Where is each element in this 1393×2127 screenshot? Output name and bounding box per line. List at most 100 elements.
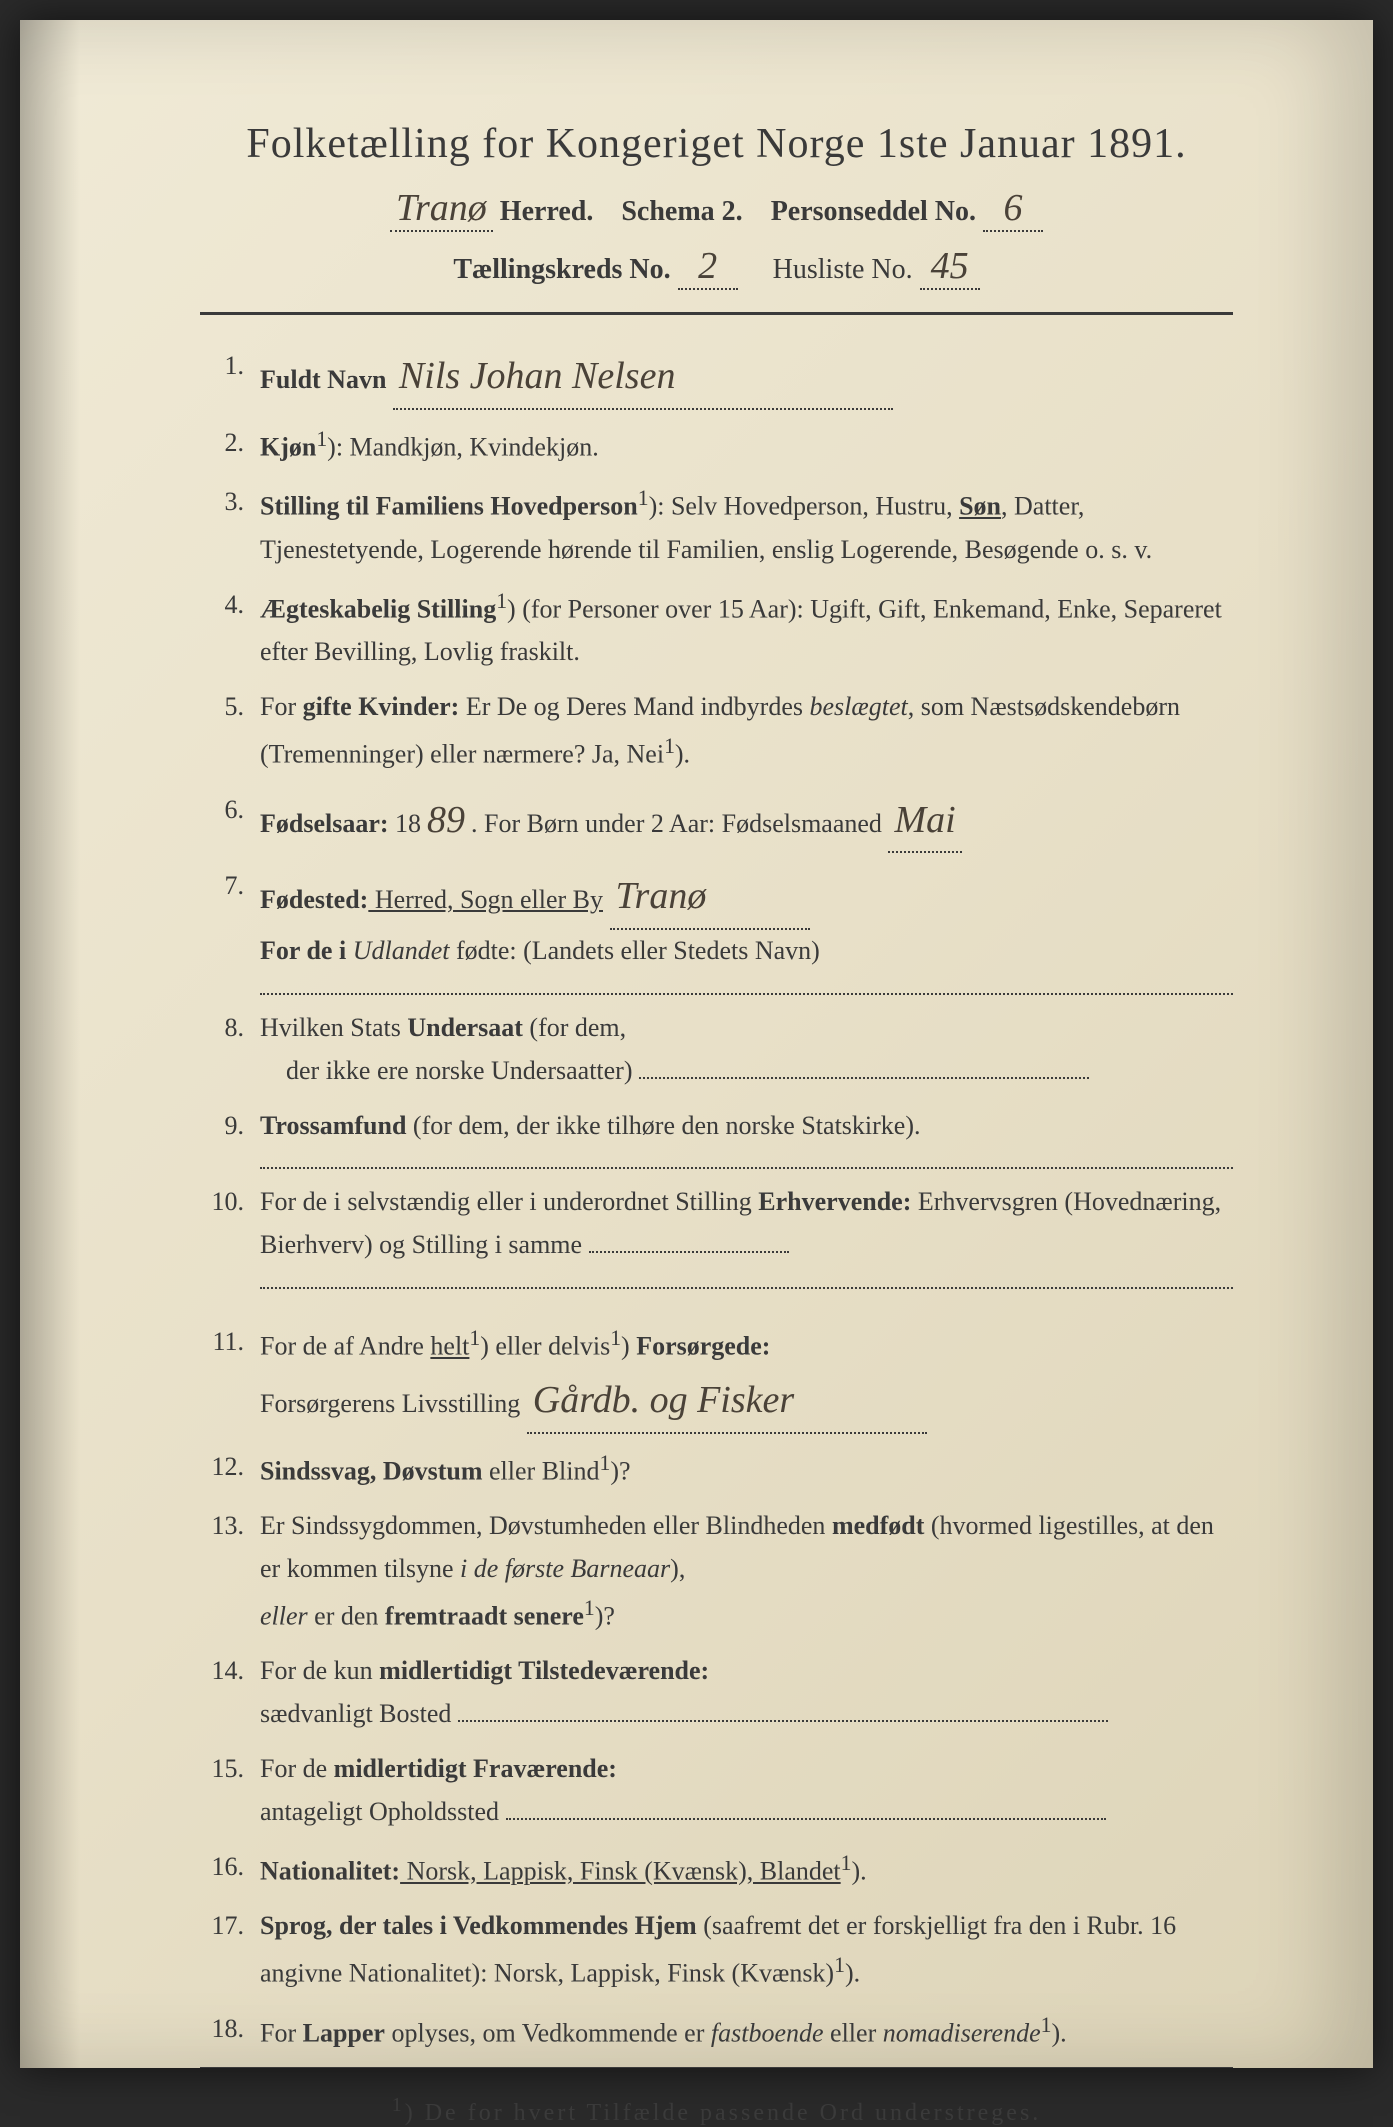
text: 18 (389, 809, 422, 838)
entry-1: 1. Fuldt Navn Nils Johan Nelsen (200, 345, 1233, 410)
entry-body: Er Sindssygdommen, Døvstumheden eller Bl… (260, 1505, 1233, 1638)
entry-body: For Lapper oplyses, om Vedkommende er fa… (260, 2008, 1233, 2056)
taellingskreds-label: Tællingskreds No. (453, 254, 670, 285)
text: Norsk, Lappisk, Finsk (Kvænsk), Blandet (400, 1857, 841, 1886)
text: der ikke ere norske Undersaatter) (286, 1056, 633, 1085)
entry-2: 2. Kjøn1): Mandkjøn, Kvindekjøn. (200, 422, 1233, 470)
text: fødte: (Landets eller Stedets Navn) (449, 936, 819, 965)
entry-5: 5. For gifte Kvinder: Er De og Deres Man… (200, 686, 1233, 776)
entry-num: 14. (200, 1650, 260, 1736)
sup: 1 (392, 2094, 405, 2116)
entry-num: 5. (200, 686, 260, 776)
text: Er Sindssygdommen, Døvstumheden eller Bl… (260, 1511, 832, 1540)
text: Forsørgerens Livsstilling (260, 1389, 520, 1418)
text: For de kun (260, 1656, 379, 1685)
text: sædvanligt Bosted (260, 1699, 451, 1728)
text: ). (851, 1857, 866, 1886)
sup: 1 (664, 734, 675, 758)
entry-num: 17. (200, 1905, 260, 1995)
entry-num: 15. (200, 1748, 260, 1834)
sup: 1 (316, 427, 327, 451)
divider-main (200, 312, 1233, 315)
bold: Forsørgede: (636, 1332, 770, 1361)
bold: Undersaat (407, 1013, 523, 1042)
entry-num: 10. (200, 1181, 260, 1289)
italic: fastboende (711, 2019, 824, 2048)
entry-num: 4. (200, 584, 260, 674)
herred-handwritten: Tranø (390, 186, 493, 232)
entry-body: For de kun midlertidigt Tilstedeværende:… (260, 1650, 1233, 1736)
text: For (260, 692, 303, 721)
label: Fødested: (260, 885, 368, 914)
bold: midlertidigt Tilstedeværende: (379, 1656, 709, 1685)
text: antageligt Opholdssted (260, 1797, 499, 1826)
footnote: 1) De for hvert Tilfælde passende Ord un… (200, 2094, 1233, 2127)
text: eller Blind (483, 1456, 600, 1485)
italic: beslægtet (810, 692, 908, 721)
text: (for dem, (523, 1013, 626, 1042)
personseddel-label: Personseddel No. (771, 196, 976, 227)
bold: gifte Kvinder: (303, 692, 460, 721)
entry-num: 11. (200, 1321, 260, 1433)
text: . For Børn under 2 Aar: Fødselsmaaned (471, 809, 882, 838)
italic: i de første Barneaar (460, 1554, 670, 1583)
entry-body: Stilling til Familiens Hovedperson1): Se… (260, 481, 1233, 571)
text: oplyses, om Vedkommende er (385, 2019, 711, 2048)
label: Trossamfund (260, 1111, 406, 1140)
bold: medfødt (832, 1511, 924, 1540)
entry-8: 8. Hvilken Stats Undersaat (for dem, der… (200, 1007, 1233, 1093)
entry-num: 9. (200, 1105, 260, 1170)
text: For (260, 2019, 303, 2048)
italic: Udlandet (353, 936, 450, 965)
label: Stilling til Familiens Hovedperson (260, 492, 638, 521)
entry-13: 13. Er Sindssygdommen, Døvstumheden elle… (200, 1505, 1233, 1638)
entry-body: Trossamfund (for dem, der ikke tilhøre d… (260, 1105, 1233, 1170)
dotted-line (506, 1818, 1106, 1820)
text: ). (675, 740, 690, 769)
text: er den (308, 1601, 385, 1630)
entry-body: For de i selvstændig eller i underordnet… (260, 1181, 1233, 1289)
label: Sindssvag, Døvstum (260, 1456, 483, 1485)
sup: 1 (1041, 2013, 1052, 2037)
dotted-line (589, 1251, 789, 1253)
entry-3: 3. Stilling til Familiens Hovedperson1):… (200, 481, 1233, 571)
entry-15: 15. For de midlertidigt Fraværende: anta… (200, 1748, 1233, 1834)
sup: 1 (469, 1326, 480, 1350)
label: Nationalitet: (260, 1857, 400, 1886)
entry-body: Nationalitet: Norsk, Lappisk, Finsk (Kvæ… (260, 1846, 1233, 1894)
herred-label: Herred. (500, 196, 594, 227)
birthyear-handwritten: 89 (421, 799, 471, 841)
husliste-label: Husliste No. (773, 254, 913, 285)
entry-9: 9. Trossamfund (for dem, der ikke tilhør… (200, 1105, 1233, 1170)
bold: Erhvervende: (758, 1187, 911, 1216)
entry-num: 1. (200, 345, 260, 410)
label: Fødselsaar: (260, 809, 389, 838)
fullname-handwritten: Nils Johan Nelsen (393, 345, 893, 410)
entry-num: 12. (200, 1446, 260, 1494)
text: ), (670, 1554, 685, 1583)
entry-11: 11. For de af Andre helt1) eller delvis1… (200, 1321, 1233, 1433)
personseddel-no: 6 (983, 186, 1043, 232)
entry-num: 2. (200, 422, 260, 470)
entry-num: 18. (200, 2008, 260, 2056)
dotted-line (458, 1720, 1108, 1722)
entry-4: 4. Ægteskabelig Stilling1) (for Personer… (200, 584, 1233, 674)
text: )? (595, 1601, 615, 1630)
entry-num: 16. (200, 1846, 260, 1894)
label: Sprog, der tales i Vedkommendes Hjem (260, 1911, 697, 1940)
entry-7: 7. Fødested: Herred, Sogn eller By Tranø… (200, 865, 1233, 995)
entry-num: 7. (200, 865, 260, 995)
text: For de i (260, 936, 353, 965)
entry-body: Sindssvag, Døvstum eller Blind1)? (260, 1446, 1233, 1494)
text: (for dem, der ikke tilhøre den norske St… (406, 1111, 920, 1140)
sup: 1 (496, 589, 507, 613)
entry-16: 16. Nationalitet: Norsk, Lappisk, Finsk … (200, 1846, 1233, 1894)
birthplace-handwritten: Tranø (610, 865, 810, 930)
sup: 1 (638, 486, 649, 510)
entry-num: 3. (200, 481, 260, 571)
entry-18: 18. For Lapper oplyses, om Vedkommende e… (200, 2008, 1233, 2056)
entry-body: Ægteskabelig Stilling1) (for Personer ov… (260, 584, 1233, 674)
divider-footer (200, 2067, 1233, 2068)
entry-14: 14. For de kun midlertidigt Tilstedevære… (200, 1650, 1233, 1736)
text: ) (621, 1332, 636, 1361)
